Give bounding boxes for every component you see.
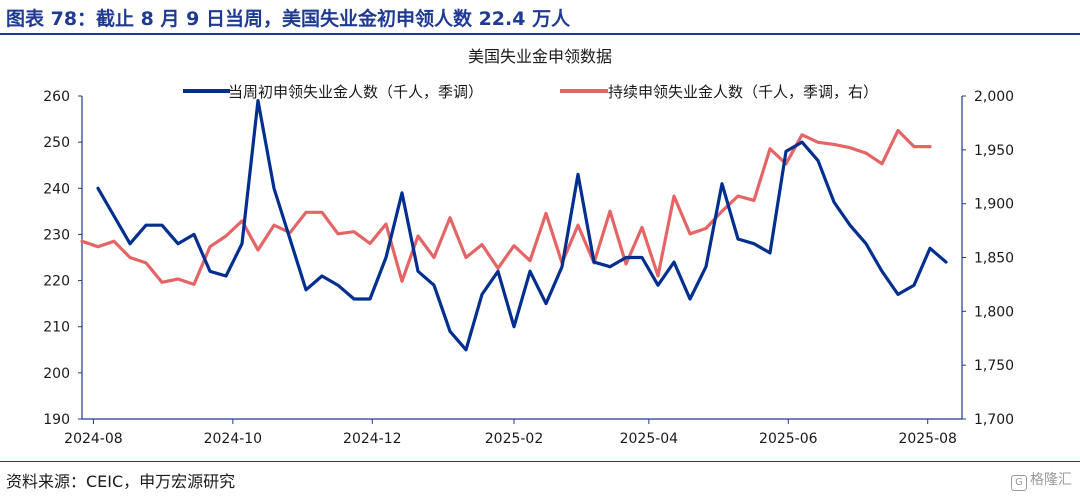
y-tick-label-left: 230 bbox=[43, 227, 70, 243]
plot-area bbox=[80, 98, 948, 352]
x-tick-label: 2025-08 bbox=[898, 431, 957, 447]
y-tick-label-left: 260 bbox=[43, 89, 70, 105]
watermark: G 格隆汇 bbox=[1011, 469, 1072, 491]
footer-divider bbox=[0, 461, 1080, 462]
y-tick-label-left: 190 bbox=[43, 412, 70, 428]
report-header: 图表 78：截止 8 月 9 日当周，美国失业金初申领人数 22.4 万人 bbox=[0, 0, 1080, 33]
y-tick-label-right: 1,900 bbox=[974, 197, 1014, 213]
chart-title: 美国失业金申领数据 bbox=[468, 47, 612, 66]
y-tick-label-right: 1,950 bbox=[974, 143, 1014, 159]
x-tick-label: 2025-02 bbox=[485, 431, 544, 447]
y-tick-label-left: 210 bbox=[43, 320, 70, 336]
y-tick-label-left: 200 bbox=[43, 366, 70, 382]
axes: 190 200 210 220 230 240 250 260 1,700 1,750 1,800 1… bbox=[43, 89, 1014, 447]
source-note: 资料来源：CEIC，申万宏源研究 bbox=[6, 472, 236, 491]
logo-icon: G bbox=[1011, 475, 1027, 491]
watermark-text: 格隆汇 bbox=[1030, 472, 1072, 488]
x-tick-label: 2024-08 bbox=[64, 431, 123, 447]
header-divider bbox=[0, 33, 1080, 35]
y-tick-label-left: 250 bbox=[43, 135, 70, 151]
series-continuing-claims-line bbox=[80, 128, 932, 286]
y-tick-label-right: 2,000 bbox=[974, 89, 1014, 105]
legend: 当周初申领失业金人数（千人，季调） 持续申领失业金人数（千人，季调，右） bbox=[183, 83, 878, 101]
figure-title: 图表 78：截止 8 月 9 日当周，美国失业金初申领人数 22.4 万人 bbox=[6, 8, 571, 30]
y-tick-label-left: 220 bbox=[43, 274, 70, 290]
x-tick-label: 2025-04 bbox=[620, 431, 679, 447]
y-tick-label-right: 1,700 bbox=[974, 412, 1014, 428]
y-tick-label-right: 1,750 bbox=[974, 358, 1014, 374]
y-tick-label-left: 240 bbox=[43, 181, 70, 197]
y-tick-label-right: 1,850 bbox=[974, 251, 1014, 267]
legend-label-continuing: 持续申领失业金人数（千人，季调，右） bbox=[608, 83, 878, 101]
series-initial-claims-line bbox=[96, 98, 948, 352]
x-tick-label: 2025-06 bbox=[759, 431, 818, 447]
y-tick-label-right: 1,800 bbox=[974, 304, 1014, 320]
legend-label-initial: 当周初申领失业金人数（千人，季调） bbox=[228, 83, 483, 101]
x-tick-label: 2024-12 bbox=[343, 431, 402, 447]
x-tick-label: 2024-10 bbox=[204, 431, 263, 447]
